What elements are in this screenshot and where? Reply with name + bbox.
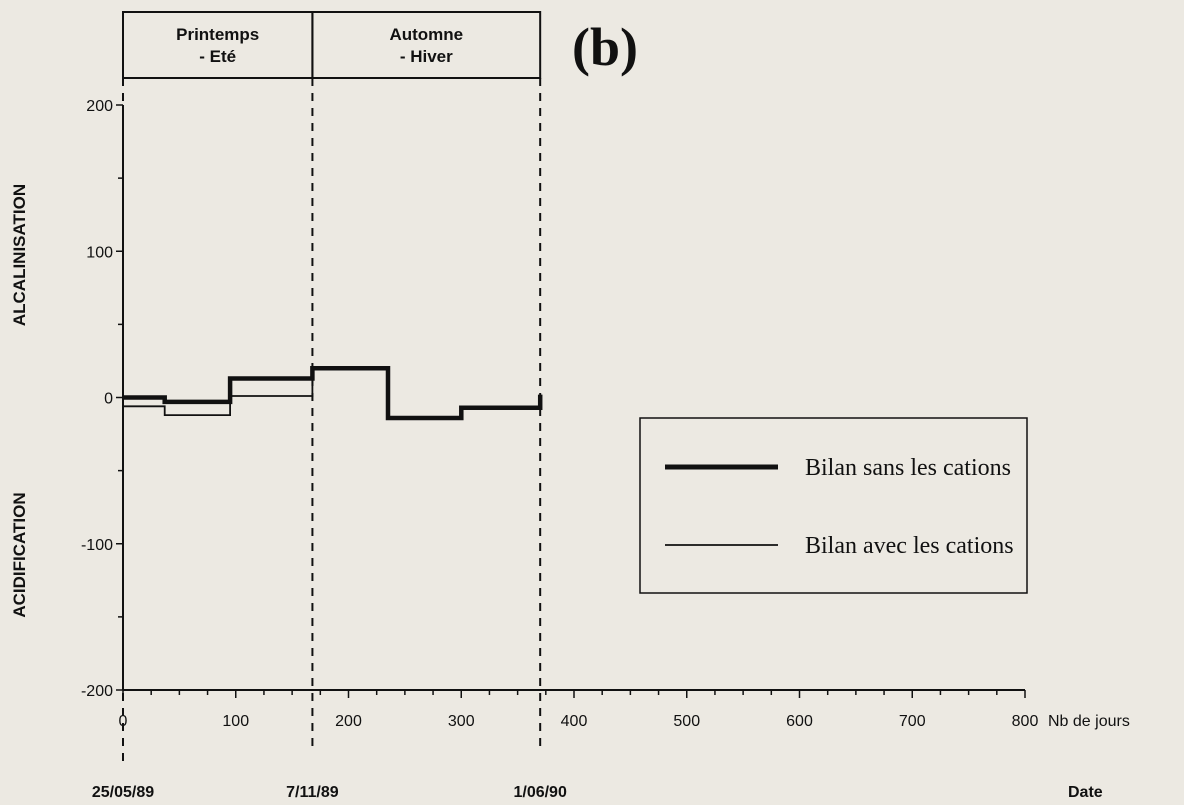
- x-tick-label: 200: [335, 713, 362, 730]
- y-tick-label: 0: [104, 391, 113, 408]
- y-tick-label: -100: [81, 537, 113, 554]
- y-axis-label-alcalinisation: ALCALINISATION: [10, 184, 29, 326]
- axes: -200 -100 0 100 200 0 100 200 300 400 500 600 700 800: [81, 98, 1038, 730]
- season-box: [122, 11, 314, 79]
- series-line-thin: [123, 367, 541, 419]
- x-tick-label: 100: [222, 713, 249, 730]
- x-axis-label: Nb de jours: [1048, 713, 1130, 730]
- x-tick-label: 0: [119, 713, 128, 730]
- season-label-line1: Printemps: [176, 25, 259, 44]
- y-axis-label-acidification: ACIDIFICATION: [10, 492, 29, 617]
- y-tick-label: 200: [86, 98, 113, 115]
- x-tick-label: 300: [448, 713, 475, 730]
- date-markers: 25/05/89 7/11/89 1/06/90: [92, 78, 567, 801]
- season-label-line2: - Eté: [199, 47, 236, 66]
- legend-label: Bilan avec les cations: [805, 533, 1014, 559]
- y-tick-label: 100: [86, 244, 113, 261]
- season-label-line2: - Hiver: [400, 47, 453, 66]
- legend-box: [639, 417, 1028, 594]
- season-label-line1: Automne: [389, 25, 463, 44]
- date-marker-label: 25/05/89: [92, 784, 154, 801]
- legend-label: Bilan sans les cations: [805, 455, 1011, 481]
- season-header: Printemps - Eté Automne - Hiver: [122, 11, 542, 79]
- date-axis-label: Date: [1068, 784, 1103, 801]
- series-group: [123, 366, 543, 421]
- panel-label: (b): [572, 17, 638, 77]
- date-marker-label: 7/11/89: [286, 784, 339, 801]
- date-marker-label: 1/06/90: [513, 784, 566, 801]
- x-tick-label: 500: [673, 713, 700, 730]
- x-tick-label: 600: [786, 713, 813, 730]
- x-tick-label: 800: [1012, 713, 1039, 730]
- legend: Bilan sans les cations Bilan avec les cat…: [639, 417, 1028, 594]
- y-tick-label: -200: [81, 683, 113, 700]
- x-tick-label: 400: [561, 713, 588, 730]
- x-tick-label: 700: [899, 713, 926, 730]
- series-line-thick: [123, 366, 543, 421]
- season-box: [311, 11, 542, 79]
